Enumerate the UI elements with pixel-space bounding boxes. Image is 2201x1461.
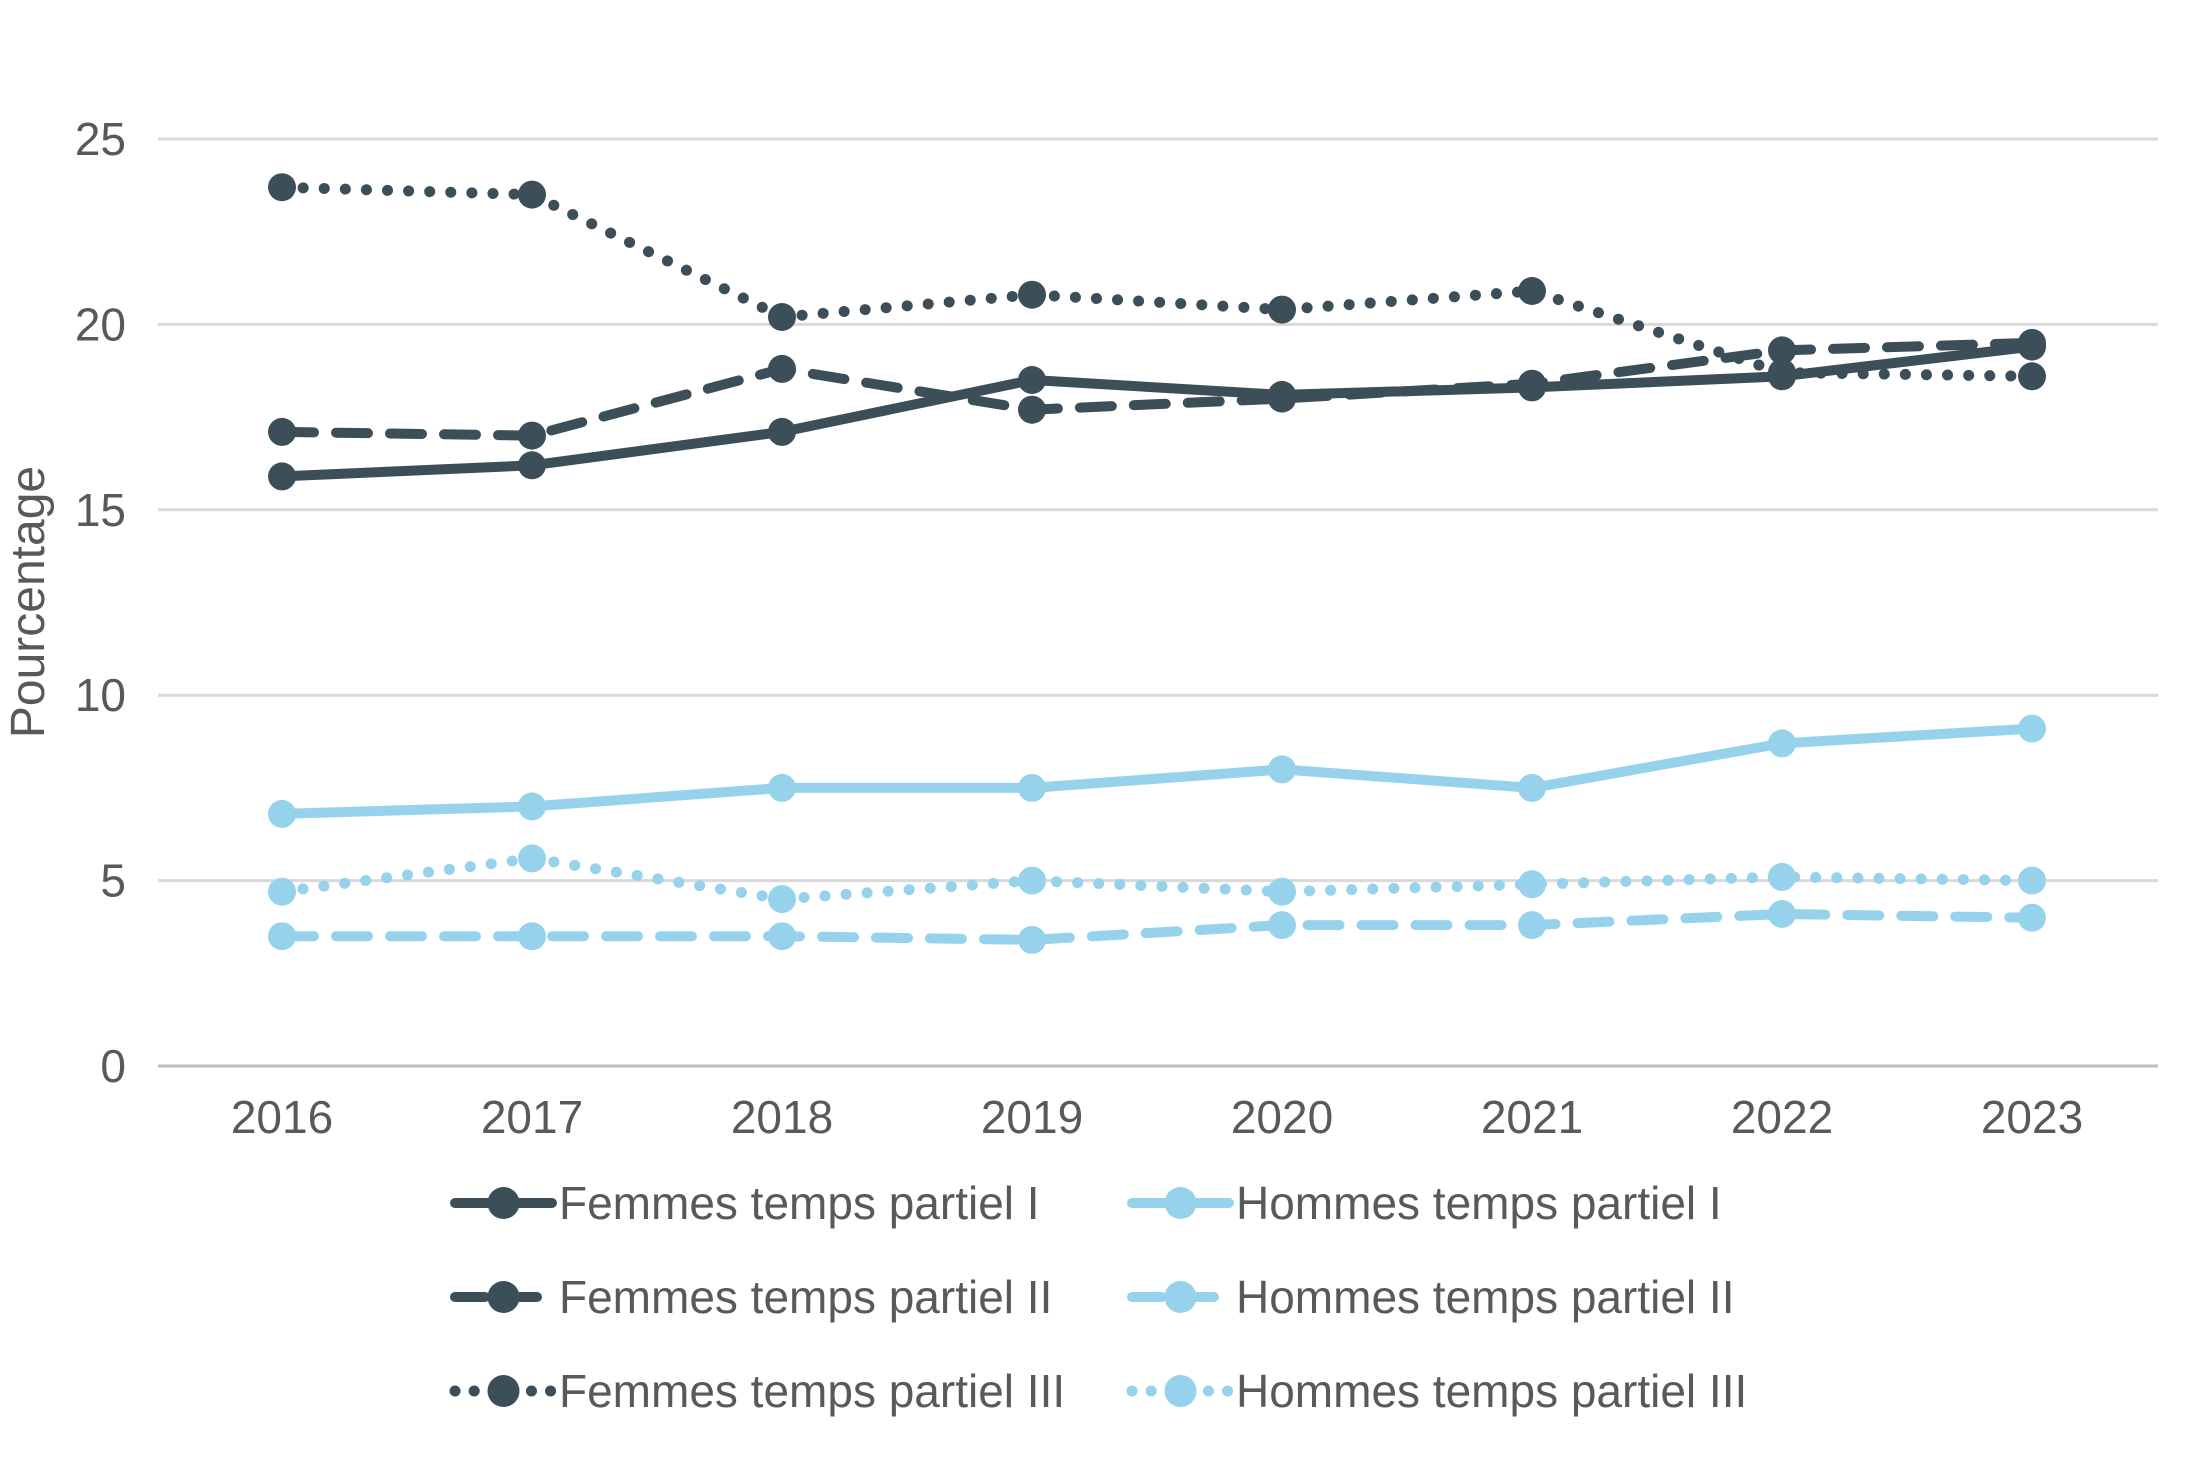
legend-label: Femmes temps partiel III <box>559 1365 1065 1417</box>
data-point <box>1018 773 1046 802</box>
data-point <box>768 417 796 446</box>
legend: Femmes temps partiel I Femmes temps parti… <box>449 1177 1747 1417</box>
x-tick-label: 2018 <box>731 1091 833 1143</box>
x-tick-label: 2017 <box>481 1091 583 1143</box>
legend-sample-marker <box>487 1281 520 1313</box>
data-point <box>1518 373 1546 402</box>
x-tick-label: 2019 <box>981 1091 1083 1143</box>
data-point <box>1518 911 1546 940</box>
legend-label: Hommes temps partiel II <box>1236 1271 1734 1323</box>
x-axis: 2016 2017 2018 2019 2020 2021 2022 2023 <box>231 1091 2083 1143</box>
y-tick-label: 10 <box>75 669 126 721</box>
legend-label: Femmes temps partiel I <box>559 1177 1040 1229</box>
legend-item: Hommes temps partiel III <box>1126 1365 1747 1417</box>
data-point <box>518 451 546 480</box>
data-point <box>518 844 546 873</box>
data-point <box>1768 362 1796 391</box>
series-line-dashed <box>277 909 2037 945</box>
data-point <box>768 354 796 383</box>
data-point <box>1018 366 1046 394</box>
legend-item: Hommes temps partiel I <box>1127 1177 1722 1229</box>
data-point <box>1518 870 1546 899</box>
data-point <box>2018 362 2046 391</box>
data-point <box>268 462 296 491</box>
legend-item: Femmes temps partiel II <box>450 1271 1052 1323</box>
data-point <box>1018 280 1046 309</box>
legend-sample-marker <box>487 1375 520 1407</box>
series-line-solid <box>277 723 2037 819</box>
y-tick-label: 25 <box>75 113 126 165</box>
legend-sample-marker <box>1164 1375 1197 1407</box>
data-point <box>518 792 546 821</box>
series-line-dashed <box>277 337 2037 441</box>
data-point <box>768 303 796 331</box>
legend-label: Hommes temps partiel I <box>1236 1177 1722 1229</box>
data-point <box>1518 773 1546 802</box>
series-layer <box>268 173 2046 954</box>
legend-sample-marker <box>487 1187 520 1219</box>
legend-item: Femmes temps partiel III <box>449 1365 1065 1417</box>
data-point <box>1268 877 1296 906</box>
data-point <box>518 421 546 450</box>
y-tick-label: 5 <box>100 855 126 907</box>
grid-layer <box>158 137 2158 1068</box>
legend-item: Hommes temps partiel II <box>1127 1271 1734 1323</box>
data-point <box>268 173 296 202</box>
legend-label: Femmes temps partiel II <box>559 1271 1052 1323</box>
data-point <box>268 799 296 828</box>
x-tick-label: 2022 <box>1731 1091 1833 1143</box>
data-point <box>1768 336 1796 365</box>
y-axis: 0 5 10 15 20 25 <box>75 113 126 1092</box>
data-point <box>1268 755 1296 784</box>
data-point <box>268 417 296 446</box>
y-tick-label: 20 <box>75 298 126 350</box>
series-line-solid <box>277 341 2037 482</box>
data-point <box>1268 295 1296 324</box>
y-tick-label: 15 <box>75 484 126 536</box>
data-point <box>1018 866 1046 895</box>
data-point <box>1768 862 1796 891</box>
data-point <box>2018 866 2046 895</box>
y-tick-label: 0 <box>100 1040 126 1092</box>
x-tick-label: 2016 <box>231 1091 333 1143</box>
x-tick-label: 2021 <box>1481 1091 1583 1143</box>
data-point <box>518 180 546 209</box>
data-point <box>768 922 796 951</box>
data-point <box>1268 911 1296 940</box>
data-point <box>1268 380 1296 409</box>
data-point <box>1018 925 1046 954</box>
data-point <box>268 922 296 951</box>
data-point <box>2018 332 2046 361</box>
data-point <box>1518 277 1546 305</box>
legend-sample-marker <box>1164 1281 1197 1313</box>
legend-sample-marker <box>1164 1187 1197 1219</box>
series-line-dotted <box>276 852 2038 905</box>
x-tick-label: 2023 <box>1981 1091 2083 1143</box>
data-point <box>1768 900 1796 928</box>
x-tick-label: 2020 <box>1231 1091 1333 1143</box>
data-point <box>1768 729 1796 758</box>
data-point <box>2018 714 2046 743</box>
data-point <box>268 877 296 906</box>
data-point <box>2018 903 2046 932</box>
y-axis-title: Pourcentage <box>2 466 55 738</box>
data-point <box>768 773 796 802</box>
data-point <box>1018 395 1046 424</box>
legend-item: Femmes temps partiel I <box>450 1177 1040 1229</box>
legend-label: Hommes temps partiel III <box>1236 1365 1747 1417</box>
data-point <box>518 922 546 951</box>
data-point <box>768 885 796 914</box>
